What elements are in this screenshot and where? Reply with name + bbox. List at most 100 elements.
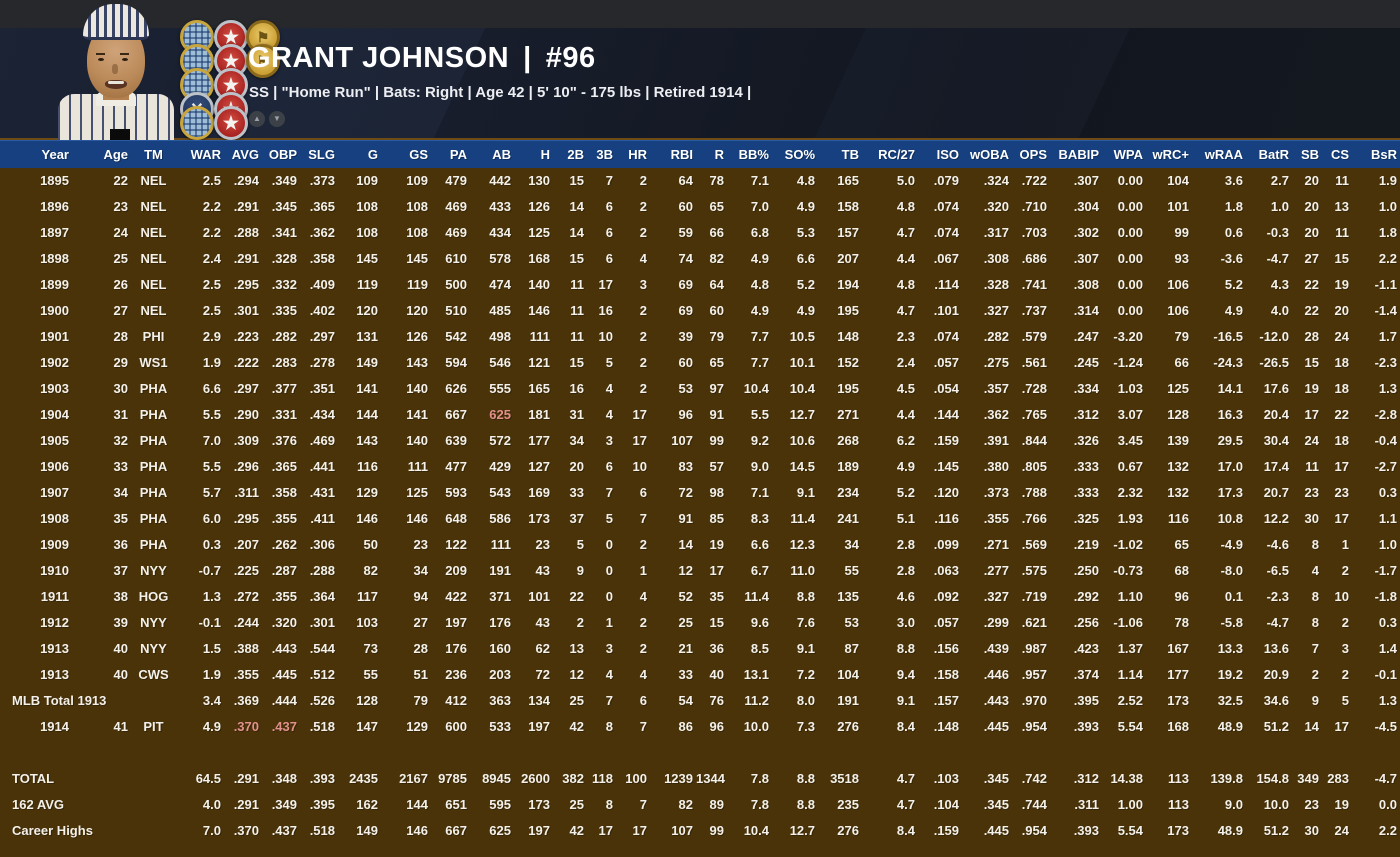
column-header-h[interactable]: H [514, 140, 553, 168]
season-row[interactable]: 1905 32 PHA 7.0 .309 .376 .469 143 140 639 572 177 3… [0, 428, 1400, 454]
stat-cell: 33 [569, 485, 584, 500]
column-header-ab[interactable]: AB [470, 140, 514, 168]
column-header-year[interactable]: Year [0, 140, 72, 168]
stat-cell: 17 [598, 823, 613, 838]
stat-cell: 19 [1304, 381, 1319, 396]
season-row[interactable]: 1914 41 PIT 4.9.370.437.518 147 129 600 533 197 4… [0, 714, 1400, 740]
season-row[interactable]: 1911 38 HOG 1.3 .272 .355 .364 117 94 422 371 101 22… [0, 584, 1400, 610]
column-header-ops[interactable]: OPS [1012, 140, 1050, 168]
column-header-obp[interactable]: OBP [262, 140, 300, 168]
season-row[interactable]: 1908 35 PHA 6.0 .295 .355 .411 146 146 648 586 173 3… [0, 506, 1400, 532]
column-header-pa[interactable]: PA [431, 140, 470, 168]
stat-cell: 8.8 [796, 589, 815, 604]
column-header-hr[interactable]: HR [616, 140, 650, 168]
stat-cell: -12.0 [1259, 329, 1289, 344]
season-row[interactable]: 1910 37 NYY -0.7 .225 .287 .288 82 34 209 191 43 9 0 1… [0, 558, 1400, 584]
stat-cell: 6.2 [896, 433, 915, 448]
stat-cell: -26.5 [1259, 355, 1289, 370]
column-header-war[interactable]: WAR [176, 140, 224, 168]
stat-cell: 4.6 [896, 589, 915, 604]
column-header-bsr[interactable]: BsR [1352, 140, 1400, 168]
column-header-rbi[interactable]: RBI [650, 140, 696, 168]
scroll-down-button[interactable]: ▼ [269, 111, 285, 127]
column-header-tm[interactable]: TM [131, 140, 176, 168]
scroll-up-button[interactable]: ▲ [249, 111, 265, 127]
column-header-iso[interactable]: ISO [918, 140, 962, 168]
stat-cell: -24.3 [1213, 355, 1243, 370]
stat-cell: 0.00 [1117, 251, 1143, 266]
stat-cell: 422 [445, 589, 467, 604]
season-row[interactable]: 1899 26 NEL 2.5 .295 .332 .409 119 119 500 474 140 1… [0, 272, 1400, 298]
season-row[interactable]: 1912 39 NYY -0.1 .244 .320 .301 103 27 197 176 43 2 1… [0, 610, 1400, 636]
column-header-rc27[interactable]: RC/27 [862, 140, 918, 168]
stat-cell: .104 [933, 797, 959, 812]
stat-cell: .439 [983, 641, 1009, 656]
column-header-3b[interactable]: 3B [587, 140, 616, 168]
column-header-cs[interactable]: CS [1322, 140, 1352, 168]
stat-cell: 498 [489, 329, 511, 344]
season-row[interactable]: 1897 24 NEL 2.2 .288 .341 .362 108 108 469 434 125 1… [0, 220, 1400, 246]
season-row[interactable]: 1895 22 NEL 2.5 .294 .349 .373 109 109 479 442 130 1… [0, 168, 1400, 194]
stat-cell: 177 [528, 433, 550, 448]
column-header-so[interactable]: SO% [772, 140, 818, 168]
season-row[interactable]: 1903 30 PHA 6.6 .297 .377 .351 141 140 626 555 165 1… [0, 376, 1400, 402]
column-header-bb[interactable]: BB% [727, 140, 772, 168]
stat-cell: .282 [983, 329, 1009, 344]
column-header-avg[interactable]: AVG [224, 140, 262, 168]
column-header-tb[interactable]: TB [818, 140, 862, 168]
stat-cell: 7.1 [750, 485, 769, 500]
stat-cell: .954 [1021, 719, 1047, 734]
stat-cell: 15 [569, 355, 584, 370]
stat-cell: 122 [445, 537, 467, 552]
stat-cell: 38 [113, 589, 128, 604]
column-header-wraa[interactable]: wRAA [1192, 140, 1246, 168]
stat-cell: 85 [709, 511, 724, 526]
stat-cell: 12 [678, 563, 693, 578]
column-header-gs[interactable]: GS [381, 140, 431, 168]
column-header-2b[interactable]: 2B [553, 140, 587, 168]
column-header-wrc[interactable]: wRC+ [1146, 140, 1192, 168]
stat-cell: .621 [1021, 615, 1047, 630]
stat-cell: 23 [1304, 485, 1319, 500]
season-row[interactable]: 1913 40 NYY 1.5.388.443.544 73 28 176 160 62 13 3 2… [0, 636, 1400, 662]
stat-cell: 1.00 [1117, 797, 1143, 812]
stat-cell: .345 [983, 771, 1009, 786]
season-row[interactable]: 1909 36 PHA 0.3.207.262.306 50 23 122 111 23 5 0 2 1… [0, 532, 1400, 558]
stat-cell: .256 [1073, 615, 1099, 630]
stat-cell: 54 [678, 693, 693, 708]
season-year-cell: 1911 [40, 589, 69, 604]
stat-cell: 82 [709, 251, 724, 266]
stat-cell: 157 [837, 225, 859, 240]
column-header-g[interactable]: G [338, 140, 381, 168]
stat-cell: .348 [271, 771, 297, 786]
stat-cell: 10.4 [743, 823, 769, 838]
season-row[interactable]: 1913 40 CWS 1.9 .355 .445 .512 55 51 236 203 72 12 4 4… [0, 662, 1400, 688]
season-row[interactable]: 1902 29 WS1 1.9 .222 .283 .278 149 143 594 546 121 1… [0, 350, 1400, 376]
season-row[interactable]: 1901 28 PHI 2.9.223.282.297 131 126 542 498 111 1… [0, 324, 1400, 350]
stat-cell: 4.5 [896, 381, 915, 396]
season-row[interactable]: 1906 33 PHA 5.5.296.365.441 116 111 477 429 127 2… [0, 454, 1400, 480]
column-header-age[interactable]: Age [72, 140, 131, 168]
season-row[interactable]: 1896 23 NEL 2.2 .291 .345 .365 108 108 469 433 126 1… [0, 194, 1400, 220]
stat-cell: .443 [983, 693, 1009, 708]
stat-cell: .067 [933, 251, 959, 266]
stat-cell: 648 [445, 511, 467, 526]
season-row[interactable]: 1898 25 NEL 2.4 .291 .328 .358 145 145 610 578 168 1… [0, 246, 1400, 272]
stat-cell: 5.1 [896, 511, 915, 526]
stat-cell: .423 [1073, 641, 1099, 656]
column-header-wpa[interactable]: WPA [1102, 140, 1146, 168]
stat-cell: 5 [1341, 693, 1349, 708]
column-header-r[interactable]: R [696, 140, 727, 168]
column-header-batr[interactable]: BatR [1246, 140, 1292, 168]
team-cell: NYY [140, 615, 167, 630]
column-header-slg[interactable]: SLG [300, 140, 338, 168]
stat-cell: 43 [535, 615, 550, 630]
season-row[interactable]: 1904 31 PHA 5.5 .290 .331 .434 144 141 667 625 181 3… [0, 402, 1400, 428]
stat-cell: 2.4 [202, 251, 221, 266]
season-row[interactable]: 1900 27 NEL 2.5 .301 .335 .402 120 120 510 485 146 1… [0, 298, 1400, 324]
column-header-sb[interactable]: SB [1292, 140, 1322, 168]
season-row[interactable]: 1907 34 PHA 5.7 .311 .358 .431 129 125 593 543 169 3… [0, 480, 1400, 506]
stat-cell: .512 [309, 667, 335, 682]
column-header-babip[interactable]: BABIP [1050, 140, 1102, 168]
column-header-woba[interactable]: wOBA [962, 140, 1012, 168]
